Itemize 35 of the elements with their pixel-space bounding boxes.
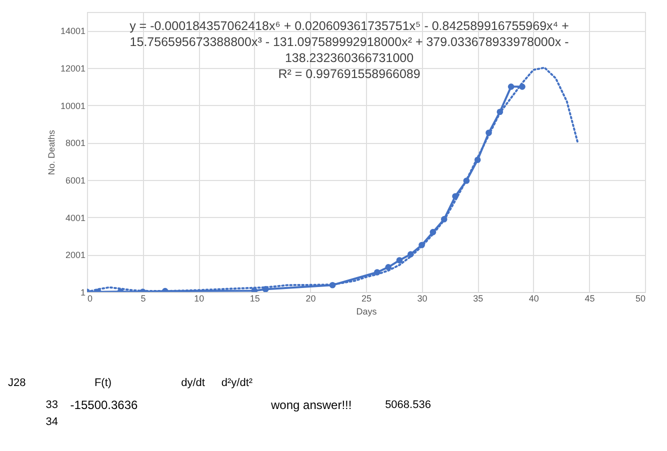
annotation: y = -0.000184357062418x⁶ + 0.020609361735751x⁵ - 0.842589916755969x⁴ + 15.756595673388800x³ - 131.097589992918000x² + 379.033678933978000x - 138.232360366731000	[130, 19, 569, 65]
text: -15500.3636	[70, 398, 138, 412]
x-tick-label: 45	[584, 294, 595, 304]
annotation: R² = 0.997691558966089	[278, 67, 420, 81]
x-tick-label: 50	[635, 294, 646, 304]
x-tick-label: 15	[250, 294, 260, 304]
y-tick-label: 2001	[65, 250, 86, 260]
y-tick-label: 1	[80, 288, 86, 298]
y-axis-title: No. Deaths	[46, 129, 56, 176]
point	[396, 257, 403, 264]
y-tick-label: 4001	[65, 212, 86, 223]
x-tick-label: 25	[361, 294, 372, 304]
x-tick-label: 30	[417, 294, 428, 304]
x-tick-label: 40	[528, 294, 539, 304]
x-axis-title: Days	[356, 306, 378, 316]
text: J28	[8, 377, 26, 389]
x-tick-label: 35	[473, 294, 484, 304]
x-tick-label: 0	[88, 294, 93, 304]
text: d²y/dt²	[221, 377, 253, 389]
y-tick-label: 6001	[65, 176, 86, 186]
text: 5068.536	[385, 399, 431, 411]
x-tick-label: 5	[140, 294, 146, 304]
text: F(t)	[94, 377, 112, 389]
text: dy/dt	[181, 377, 205, 389]
y-tick-label: 10001	[60, 100, 86, 111]
y-tick-label: 8001	[65, 138, 86, 148]
y-tick-label: 12001	[60, 64, 86, 74]
x-tick-label: 20	[306, 294, 316, 304]
y-tick-label: 14001	[60, 26, 86, 36]
x-tick-label: 10	[194, 294, 204, 304]
point	[385, 264, 392, 270]
text: wong answer!!!	[270, 398, 352, 412]
text: 34	[46, 416, 58, 428]
point	[508, 84, 514, 90]
text: 33	[46, 399, 58, 411]
